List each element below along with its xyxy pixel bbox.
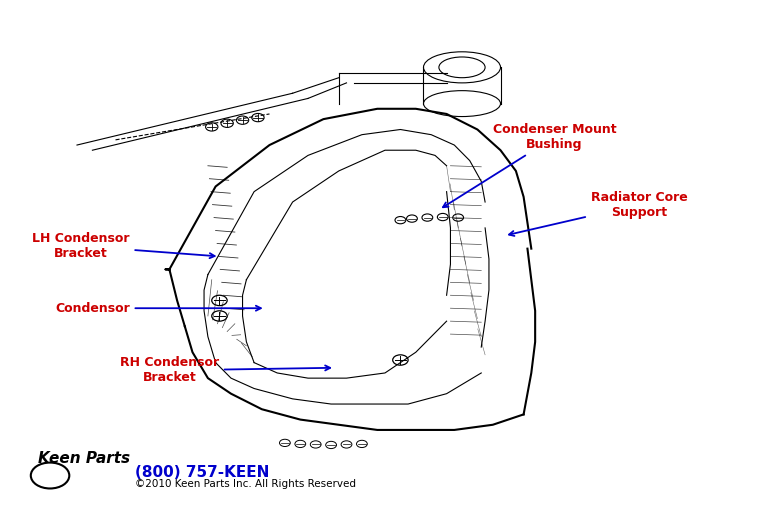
Text: ©2010 Keen Parts Inc. All Rights Reserved: ©2010 Keen Parts Inc. All Rights Reserve… xyxy=(135,479,356,490)
Text: RH Condensor
Bracket: RH Condensor Bracket xyxy=(120,356,330,384)
Text: LH Condensor
Bracket: LH Condensor Bracket xyxy=(32,232,215,260)
Text: (800) 757-KEEN: (800) 757-KEEN xyxy=(135,466,270,480)
Text: Radiator Core
Support: Radiator Core Support xyxy=(509,191,688,236)
Text: Condensor: Condensor xyxy=(55,301,261,315)
Text: Condenser Mount
Bushing: Condenser Mount Bushing xyxy=(443,123,616,207)
Text: Keen Parts: Keen Parts xyxy=(38,451,131,466)
